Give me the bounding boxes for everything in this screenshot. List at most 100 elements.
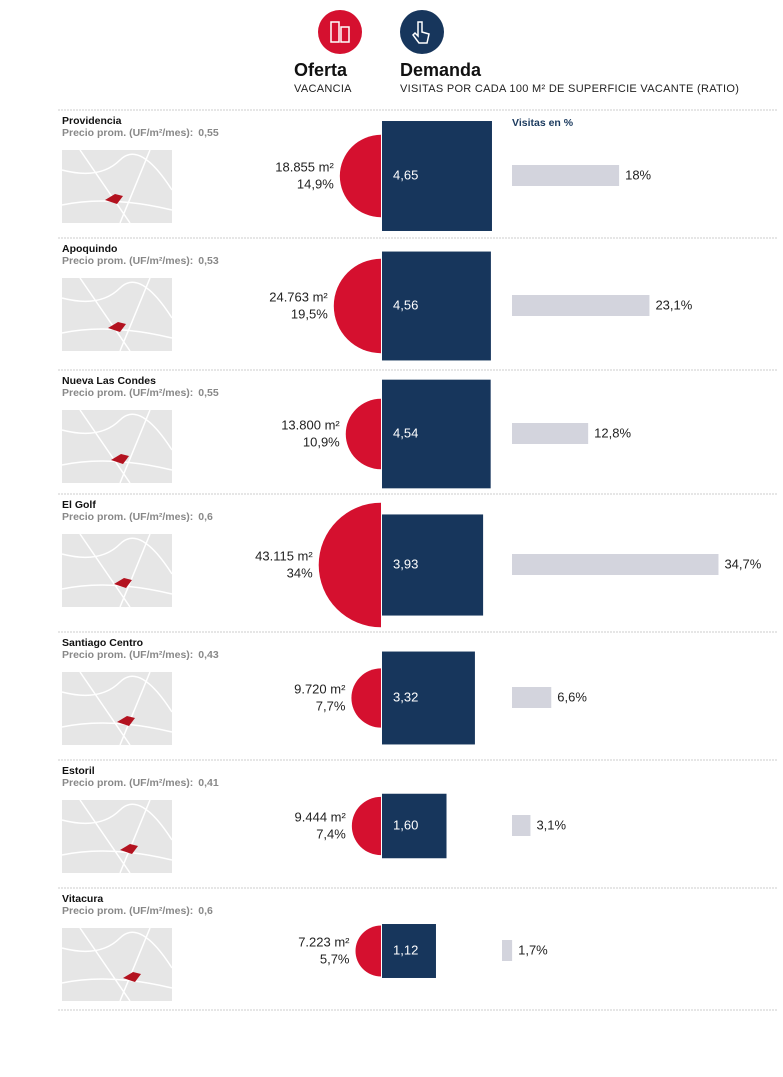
map — [62, 278, 172, 351]
vacancy-label: 5,7% — [320, 951, 350, 966]
map-zone — [111, 454, 129, 464]
visits-bar — [512, 687, 552, 708]
map-zone — [108, 322, 126, 332]
vacancy-label: 10,9% — [303, 434, 340, 449]
demand-subtitle: VISITAS POR CADA 100 M² DE SUPERFICIE VA… — [400, 83, 739, 95]
hand-icon — [412, 21, 430, 44]
visits-bar — [512, 295, 650, 316]
ratio-square — [382, 379, 491, 489]
vacancy-label: 19,5% — [291, 306, 328, 321]
map — [62, 928, 172, 1001]
map — [62, 150, 172, 223]
ratio-label: 3,32 — [393, 689, 418, 704]
map-roads — [61, 409, 173, 484]
vacancy-semicircle — [318, 502, 381, 628]
row-name: Santiago Centro — [62, 637, 143, 649]
price-label: Precio prom. (UF/m²/mes): — [62, 511, 193, 523]
vacancy-semicircle — [339, 134, 381, 218]
area-label: 18.855 m² — [275, 159, 334, 174]
price-value: 0,43 — [198, 649, 219, 661]
ratio-label: 1,12 — [393, 942, 418, 957]
area-label: 43.115 m² — [255, 548, 313, 563]
visits-title: Visitas en % — [512, 117, 574, 129]
map-zone — [114, 578, 132, 588]
visits-bar — [502, 940, 513, 961]
map-zone — [117, 716, 135, 726]
map — [62, 534, 172, 607]
ratio-label: 3,93 — [393, 556, 418, 571]
vacancy-label: 7,4% — [316, 826, 346, 841]
price-value: 0,55 — [198, 127, 219, 139]
map-roads — [61, 927, 173, 1002]
supply-subtitle: VACANCIA — [294, 83, 352, 95]
ratio-square — [382, 251, 491, 361]
price-label: Precio prom. (UF/m²/mes): — [62, 255, 193, 267]
price-value: 0,6 — [198, 511, 213, 523]
supply-icon — [318, 10, 362, 54]
visits-label: 34,7% — [724, 556, 761, 571]
ratio-square — [382, 924, 436, 978]
area-label: 24.763 m² — [269, 289, 328, 304]
row-name: El Golf — [62, 499, 96, 511]
demand-title: Demanda — [400, 60, 482, 80]
map-zone — [105, 194, 123, 204]
map-zone — [123, 972, 141, 982]
visits-label: 12,8% — [594, 425, 631, 440]
ratio-label: 1,60 — [393, 817, 418, 832]
ratio-square — [382, 121, 492, 231]
ratio-square — [382, 793, 447, 859]
vacancy-semicircle — [351, 796, 381, 856]
price-label: Precio prom. (UF/m²/mes): — [62, 905, 193, 917]
vacancy-semicircle — [351, 668, 381, 728]
map — [62, 410, 172, 483]
area-label: 13.800 m² — [281, 417, 340, 432]
building-icon — [340, 26, 350, 43]
area-label: 9.720 m² — [294, 681, 346, 696]
map — [62, 800, 172, 873]
visits-bar — [512, 554, 719, 575]
visits-label: 1,7% — [518, 942, 548, 957]
map-roads — [61, 671, 173, 746]
map — [62, 672, 172, 745]
map-roads — [61, 799, 173, 874]
vacancy-label: 14,9% — [297, 176, 334, 191]
ratio-label: 4,54 — [393, 425, 418, 440]
map-roads — [61, 277, 173, 352]
building-icon — [330, 21, 340, 43]
area-label: 9.444 m² — [295, 809, 347, 824]
vacancy-label: 34% — [287, 565, 313, 580]
row-name: Providencia — [62, 115, 122, 127]
price-label: Precio prom. (UF/m²/mes): — [62, 777, 193, 789]
row-name: Vitacura — [62, 893, 103, 905]
price-value: 0,41 — [198, 777, 219, 789]
vacancy-label: 7,7% — [316, 698, 346, 713]
ratio-label: 4,65 — [393, 167, 418, 182]
price-label: Precio prom. (UF/m²/mes): — [62, 127, 193, 139]
ratio-square — [382, 651, 475, 745]
visits-label: 23,1% — [655, 297, 692, 312]
map-roads — [61, 149, 173, 224]
visits-bar — [512, 423, 589, 444]
ratio-label: 4,56 — [393, 297, 418, 312]
map-zone — [120, 844, 138, 854]
supply-title: Oferta — [294, 60, 348, 80]
vacancy-semicircle — [355, 925, 381, 977]
price-value: 0,6 — [198, 905, 213, 917]
row-name: Nueva Las Condes — [62, 375, 156, 387]
row-name: Apoquindo — [62, 243, 117, 255]
vacancy-semicircle — [345, 398, 381, 470]
visits-bar — [512, 815, 531, 836]
row-name: Estoril — [62, 765, 95, 777]
visits-label: 3,1% — [536, 817, 566, 832]
price-label: Precio prom. (UF/m²/mes): — [62, 387, 193, 399]
ratio-square — [382, 514, 484, 616]
vacancy-semicircle — [333, 258, 381, 354]
price-value: 0,55 — [198, 387, 219, 399]
visits-label: 18% — [625, 167, 651, 182]
visits-bar — [512, 165, 620, 186]
price-label: Precio prom. (UF/m²/mes): — [62, 649, 193, 661]
visits-label: 6,6% — [557, 689, 587, 704]
price-value: 0,53 — [198, 255, 219, 267]
area-label: 7.223 m² — [298, 934, 350, 949]
